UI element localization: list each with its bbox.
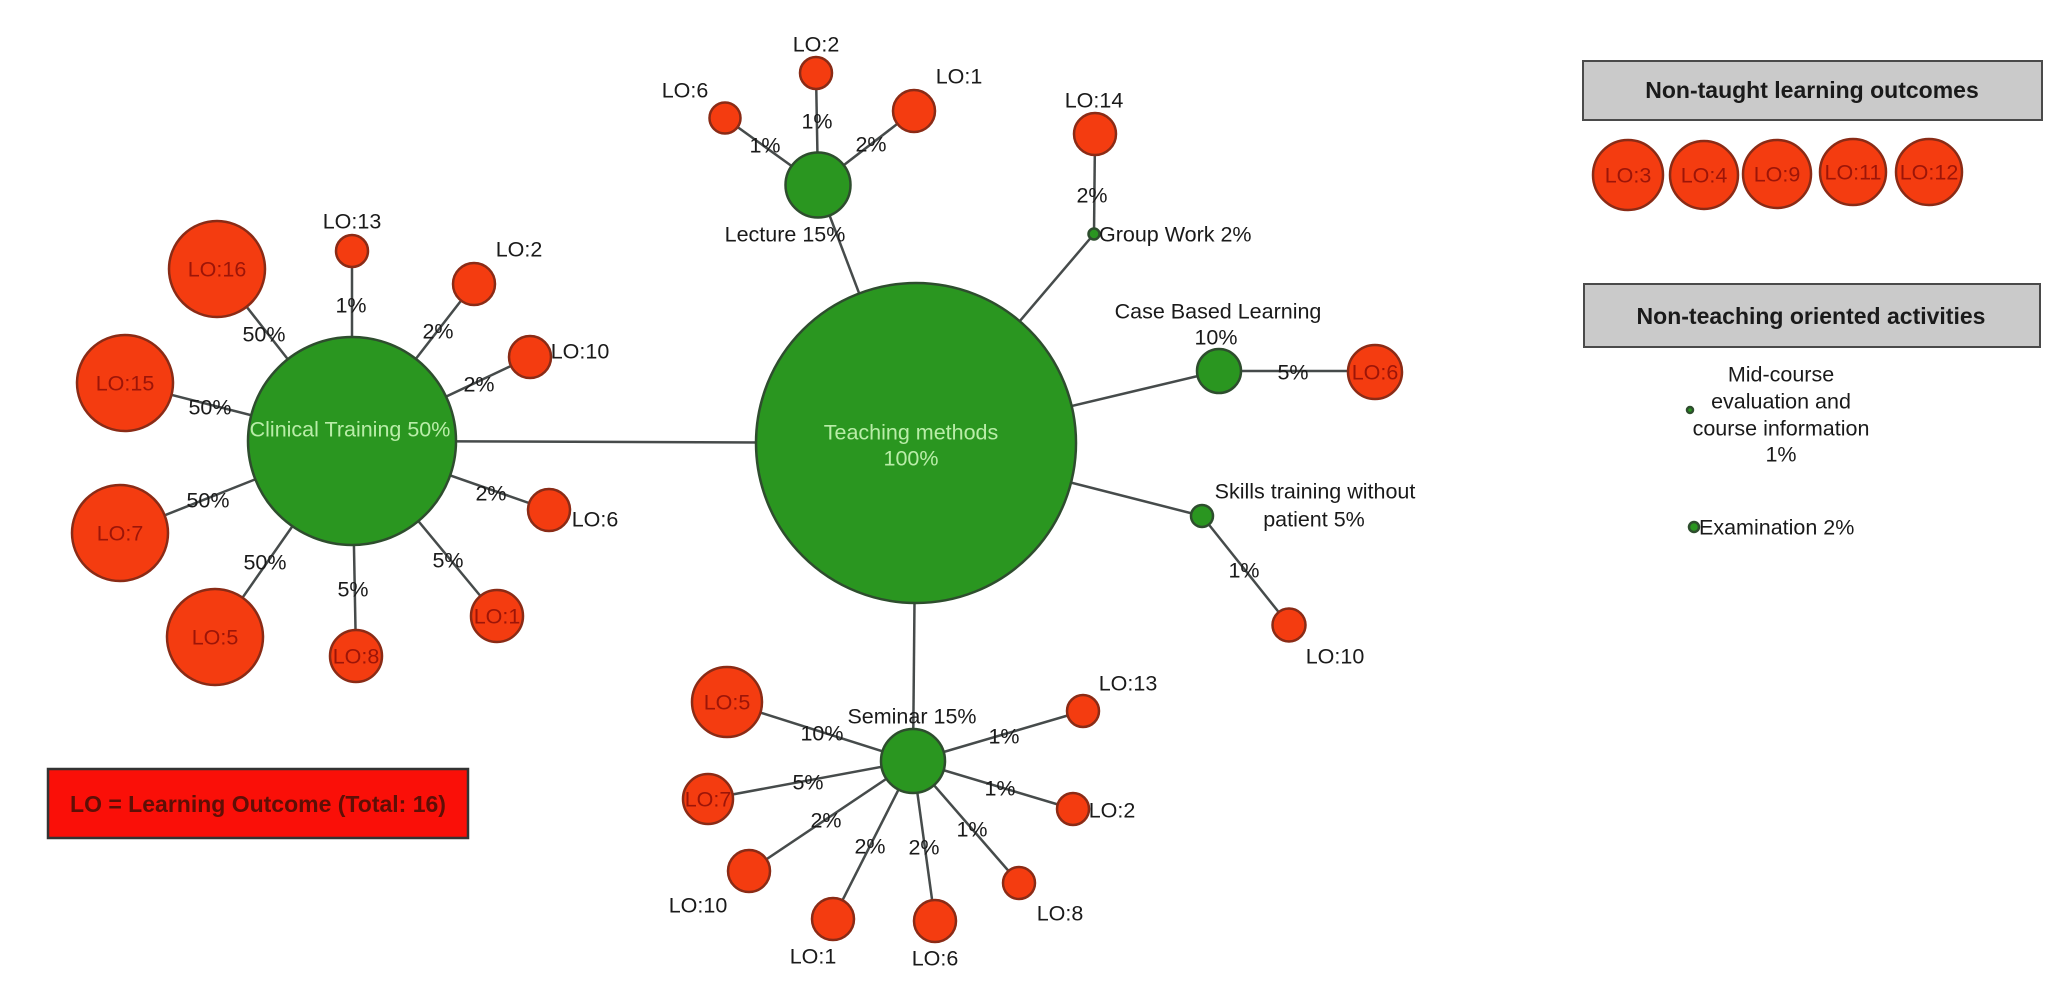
svg-text:LO:8: LO:8 — [333, 645, 380, 669]
svg-text:5%: 5% — [792, 771, 823, 795]
svg-text:1%: 1% — [988, 725, 1019, 749]
svg-text:LO:10: LO:10 — [1306, 645, 1365, 669]
svg-text:100%: 100% — [884, 447, 939, 471]
svg-text:LO:10: LO:10 — [669, 894, 728, 918]
svg-text:LO:7: LO:7 — [685, 788, 732, 812]
svg-text:LO:8: LO:8 — [1037, 902, 1084, 926]
svg-text:Non-taught learning outcomes: Non-taught learning outcomes — [1645, 77, 1979, 103]
svg-text:5%: 5% — [1277, 361, 1308, 385]
svg-text:1%: 1% — [1765, 443, 1796, 467]
svg-text:LO:6: LO:6 — [662, 79, 709, 103]
svg-text:2%: 2% — [1076, 184, 1107, 208]
svg-text:2%: 2% — [422, 320, 453, 344]
svg-text:LO:7: LO:7 — [97, 522, 144, 546]
svg-text:LO:12: LO:12 — [1900, 161, 1959, 185]
svg-text:2%: 2% — [475, 482, 506, 506]
svg-text:2%: 2% — [810, 809, 841, 833]
svg-text:5%: 5% — [432, 549, 463, 573]
svg-text:LO:1: LO:1 — [936, 65, 983, 89]
svg-text:LO:1: LO:1 — [474, 605, 521, 629]
svg-text:LO:6: LO:6 — [572, 508, 619, 532]
svg-text:Case Based Learning: Case Based Learning — [1115, 300, 1322, 324]
svg-text:course information: course information — [1693, 417, 1870, 441]
svg-text:1%: 1% — [956, 818, 987, 842]
svg-text:LO:2: LO:2 — [496, 238, 543, 262]
svg-text:LO:2: LO:2 — [1089, 799, 1136, 823]
svg-text:LO:11: LO:11 — [1825, 161, 1882, 185]
svg-text:LO:5: LO:5 — [192, 626, 239, 650]
svg-text:LO:14: LO:14 — [1065, 89, 1124, 113]
svg-text:50%: 50% — [243, 551, 286, 575]
svg-text:2%: 2% — [463, 373, 494, 397]
svg-text:LO:1: LO:1 — [790, 945, 837, 969]
svg-text:LO:10: LO:10 — [551, 340, 610, 364]
svg-text:50%: 50% — [188, 396, 231, 420]
svg-text:1%: 1% — [335, 294, 366, 318]
svg-text:50%: 50% — [186, 489, 229, 513]
svg-text:LO = Learning Outcome (Total:: LO = Learning Outcome (Total: 16) — [70, 791, 446, 817]
svg-text:5%: 5% — [337, 578, 368, 602]
svg-text:Non-teaching oriented activiti: Non-teaching oriented activities — [1637, 303, 1986, 329]
svg-text:LO:6: LO:6 — [912, 947, 959, 971]
svg-text:LO:13: LO:13 — [1099, 672, 1158, 696]
svg-text:Clinical Training 50%: Clinical Training 50% — [250, 418, 451, 442]
svg-text:LO:4: LO:4 — [1681, 164, 1728, 188]
svg-text:Lecture 15%: Lecture 15% — [725, 223, 846, 247]
svg-text:1%: 1% — [801, 110, 832, 134]
svg-text:2%: 2% — [855, 133, 886, 157]
svg-text:Teaching methods: Teaching methods — [824, 421, 999, 445]
svg-text:LO:3: LO:3 — [1605, 164, 1652, 188]
svg-text:1%: 1% — [984, 777, 1015, 801]
svg-text:LO:6: LO:6 — [1352, 361, 1399, 385]
svg-text:LO:2: LO:2 — [793, 33, 840, 57]
svg-text:LO:16: LO:16 — [188, 258, 247, 282]
svg-text:Examination 2%: Examination 2% — [1699, 516, 1854, 540]
svg-text:2%: 2% — [854, 835, 885, 859]
svg-text:LO:5: LO:5 — [704, 691, 751, 715]
svg-text:Skills training without: Skills training without — [1215, 480, 1416, 504]
svg-text:1%: 1% — [749, 134, 780, 158]
svg-text:10%: 10% — [1194, 326, 1237, 350]
svg-text:Mid-course: Mid-course — [1728, 363, 1834, 387]
svg-text:Group Work 2%: Group Work 2% — [1099, 223, 1252, 247]
svg-text:50%: 50% — [242, 323, 285, 347]
svg-text:2%: 2% — [908, 836, 939, 860]
svg-text:evaluation and: evaluation and — [1711, 390, 1851, 414]
svg-text:Seminar 15%: Seminar 15% — [847, 705, 976, 729]
svg-text:LO:9: LO:9 — [1754, 163, 1801, 187]
svg-text:10%: 10% — [800, 722, 843, 746]
svg-text:patient 5%: patient 5% — [1263, 508, 1365, 532]
svg-text:LO:15: LO:15 — [96, 372, 155, 396]
svg-text:LO:13: LO:13 — [323, 210, 382, 234]
svg-text:1%: 1% — [1228, 559, 1259, 583]
